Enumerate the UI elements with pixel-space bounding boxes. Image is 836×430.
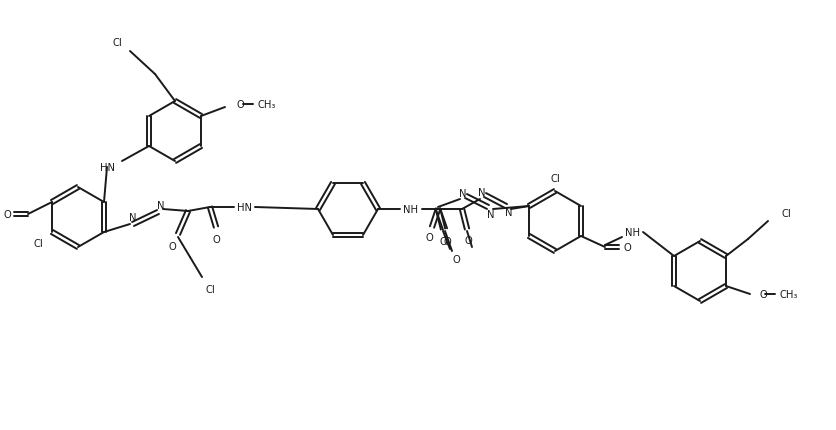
- Text: Cl: Cl: [33, 239, 43, 249]
- Text: N: N: [505, 208, 512, 218]
- Text: Cl: Cl: [205, 284, 215, 294]
- Text: NH: NH: [403, 205, 418, 215]
- Text: N: N: [487, 209, 494, 219]
- Text: O: O: [622, 243, 630, 252]
- Text: CH₃: CH₃: [257, 100, 276, 110]
- Text: Cl: Cl: [112, 38, 122, 48]
- Text: O: O: [212, 234, 220, 244]
- Text: Cl: Cl: [781, 209, 791, 218]
- Text: HN: HN: [237, 203, 252, 212]
- Text: N: N: [477, 187, 485, 197]
- Text: Cl: Cl: [549, 174, 559, 184]
- Text: O: O: [464, 236, 472, 246]
- Text: O: O: [451, 255, 459, 264]
- Text: N: N: [459, 189, 466, 199]
- Text: O: O: [425, 233, 432, 243]
- Text: N: N: [157, 200, 165, 211]
- Text: NH: NH: [624, 227, 640, 237]
- Text: O: O: [439, 237, 446, 246]
- Text: N: N: [129, 212, 136, 222]
- Text: O: O: [3, 209, 11, 219]
- Text: HN: HN: [99, 163, 115, 172]
- Text: CH₃: CH₃: [779, 289, 798, 299]
- Text: O: O: [168, 241, 176, 252]
- Text: O: O: [442, 237, 451, 246]
- Text: O: O: [759, 289, 767, 299]
- Text: O: O: [237, 100, 244, 110]
